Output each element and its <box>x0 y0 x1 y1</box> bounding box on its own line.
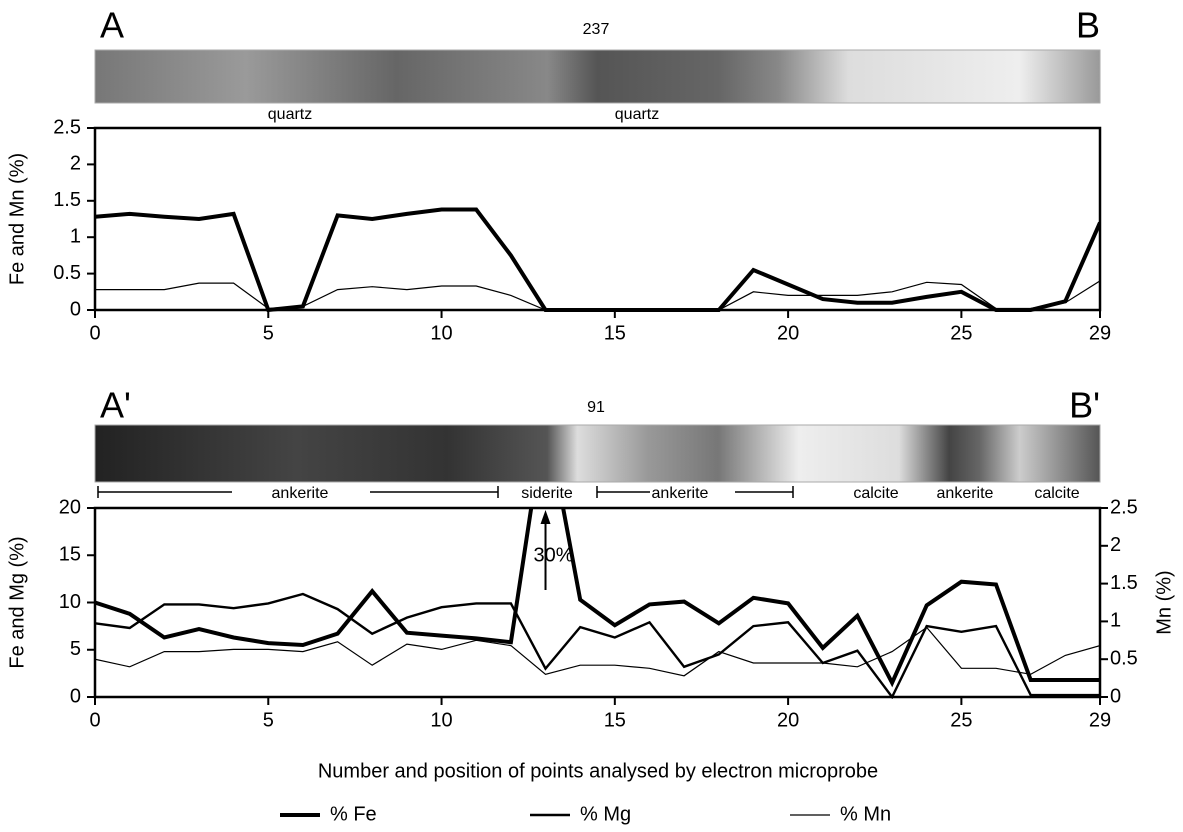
x-tick-label: 29 <box>1089 709 1111 731</box>
x-tick-label: 10 <box>430 709 452 731</box>
mineral-label: siderite <box>521 485 573 502</box>
x-tick-label: 5 <box>263 709 274 731</box>
y-tick-label: 0.5 <box>53 262 81 284</box>
section-label: B' <box>1069 385 1100 426</box>
arrow-head <box>541 510 551 524</box>
y2-tick-label: 0.5 <box>1110 647 1138 669</box>
mineral-label: quartz <box>615 106 659 123</box>
mineral-label: ankerite <box>272 485 329 502</box>
mineral-label: ankerite <box>937 485 994 502</box>
x-tick-label: 25 <box>950 322 972 344</box>
figure: AB237quartzquartz05101520252900.511.522.… <box>0 0 1183 832</box>
y-tick-label: 15 <box>59 544 81 566</box>
series-line <box>95 627 1100 675</box>
x-tick-label: 20 <box>777 709 799 731</box>
legend-label: % Mn <box>840 803 891 825</box>
micrograph-strip <box>95 50 1100 103</box>
x-tick-label: 25 <box>950 709 972 731</box>
legend-label: % Mg <box>580 803 631 825</box>
y2-tick-label: 0 <box>1110 685 1121 707</box>
y-tick-label: 2 <box>70 153 81 175</box>
y2-tick-label: 2.5 <box>1110 496 1138 518</box>
plot-frame <box>95 128 1100 310</box>
x-tick-label: 5 <box>263 322 274 344</box>
y-axis-label: Fe and Mn (%) <box>6 153 28 285</box>
y-axis-label: Fe and Mg (%) <box>6 536 28 668</box>
y-tick-label: 0 <box>70 298 81 320</box>
y2-tick-label: 2 <box>1110 534 1121 556</box>
legend-label: % Fe <box>330 803 377 825</box>
series-line <box>95 594 1100 697</box>
micrograph-strip <box>95 425 1100 482</box>
y-tick-label: 5 <box>70 638 81 660</box>
x-axis-label: Number and position of points analysed b… <box>318 760 878 782</box>
y-tick-label: 10 <box>59 591 81 613</box>
sample-number: 91 <box>587 399 605 416</box>
x-tick-label: 0 <box>89 322 100 344</box>
plot-area <box>95 210 1100 311</box>
mineral-label: calcite <box>1034 485 1079 502</box>
y2-axis-label: Mn (%) <box>1153 570 1175 634</box>
x-tick-label: 15 <box>604 322 626 344</box>
section-label: A' <box>100 385 131 426</box>
mineral-label: quartz <box>268 106 312 123</box>
plot-frame <box>95 508 1100 697</box>
mineral-label: ankerite <box>652 485 709 502</box>
peak-label: 30% <box>534 544 574 566</box>
x-tick-label: 29 <box>1089 322 1111 344</box>
y-tick-label: 2.5 <box>53 116 81 138</box>
x-tick-label: 20 <box>777 322 799 344</box>
y2-tick-label: 1.5 <box>1110 572 1138 594</box>
y-tick-label: 20 <box>59 496 81 518</box>
section-label: B <box>1076 5 1100 46</box>
sample-number: 237 <box>583 21 610 38</box>
y-tick-label: 0 <box>70 685 81 707</box>
section-label: A <box>100 5 124 46</box>
x-tick-label: 0 <box>89 709 100 731</box>
x-tick-label: 10 <box>430 322 452 344</box>
y-tick-label: 1.5 <box>53 189 81 211</box>
y-tick-label: 1 <box>70 225 81 247</box>
mineral-label: calcite <box>853 485 898 502</box>
y2-tick-label: 1 <box>1110 610 1121 632</box>
x-tick-label: 15 <box>604 709 626 731</box>
series-line <box>95 210 1100 311</box>
